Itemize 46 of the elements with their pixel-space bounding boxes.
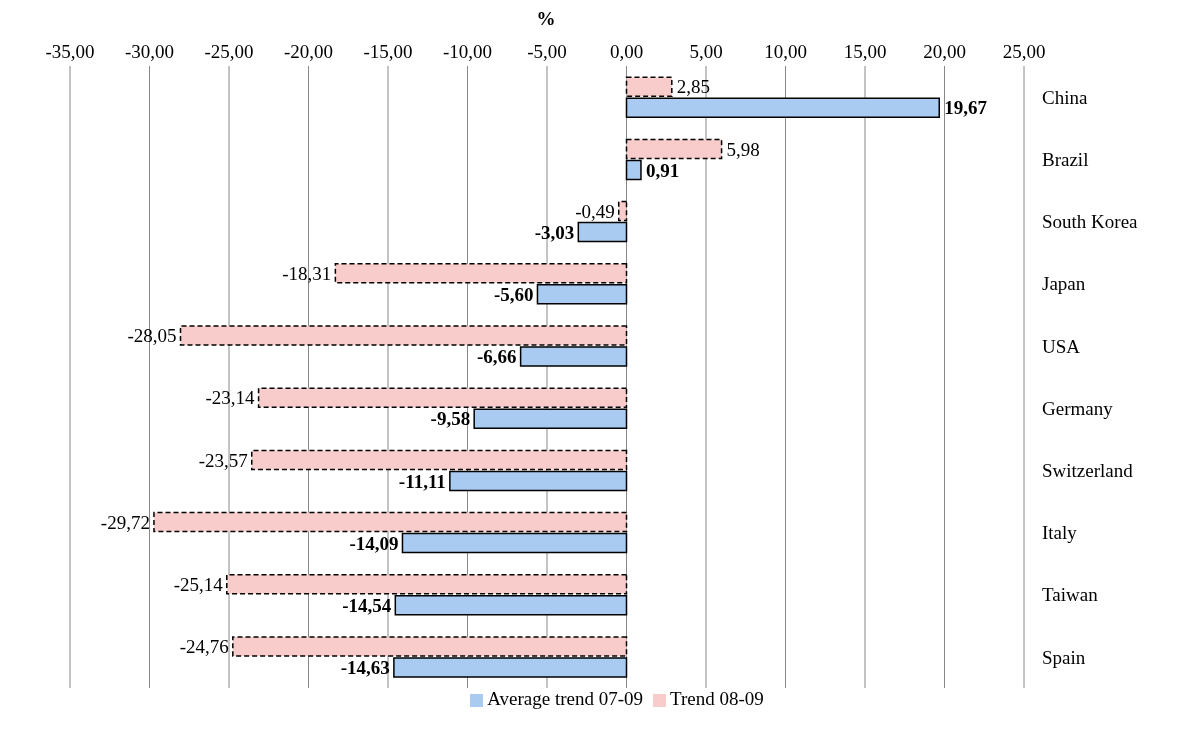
data-label: -14,09: [349, 532, 399, 554]
data-label: 0,91: [645, 159, 680, 181]
data-label: -3,03: [534, 221, 575, 243]
x-tick-label: -30,00: [124, 41, 175, 62]
y-tick-label: Switzerland: [1042, 460, 1134, 482]
x-tick-label: -5,00: [527, 41, 567, 62]
data-label: -0,49: [575, 200, 615, 222]
x-tick-label: 0,00: [609, 41, 644, 62]
data-label: -9,58: [430, 408, 471, 430]
data-label: -23,14: [205, 387, 256, 409]
y-tick-label: Germany: [1042, 397, 1114, 419]
y-tick-label: Spain: [1042, 646, 1086, 668]
data-label: -23,57: [198, 449, 248, 471]
x-tick-label: 5,00: [689, 41, 723, 62]
x-tick-label: 25,00: [1002, 41, 1046, 62]
y-tick-label: USA: [1042, 335, 1081, 357]
x-tick-label: -20,00: [283, 41, 334, 62]
data-label: -25,14: [173, 573, 224, 595]
y-tick-label: Italy: [1042, 522, 1078, 544]
y-tick-label: Japan: [1042, 273, 1086, 295]
y-tick-label: South Korea: [1042, 211, 1139, 233]
data-label: 2,85: [676, 76, 711, 98]
data-label: -29,72: [100, 511, 150, 533]
x-tick-label: -10,00: [442, 41, 493, 62]
data-label: -11,11: [398, 470, 446, 492]
x-tick-label: 15,00: [843, 41, 887, 62]
data-label: -6,66: [477, 346, 517, 368]
data-label: -14,63: [340, 657, 390, 679]
data-label: -24,76: [179, 636, 229, 658]
x-tick-label: 10,00: [764, 41, 807, 62]
legend-label: Trend 08-09: [670, 688, 764, 709]
y-tick-label: Taiwan: [1042, 584, 1099, 606]
y-tick-label: Brazil: [1042, 149, 1089, 171]
data-label: -18,31: [282, 262, 332, 284]
x-tick-label: 20,00: [923, 41, 966, 62]
y-tick-label: China: [1042, 86, 1088, 108]
x-tick-label: -35,00: [45, 41, 95, 62]
data-label: -14,54: [342, 594, 392, 616]
legend-label: Average trend 07-09: [487, 688, 644, 709]
x-tick-label: -25,00: [204, 41, 254, 62]
x-tick-label: -15,00: [363, 41, 413, 62]
x-axis-title: %: [535, 8, 557, 30]
data-label: 19,67: [944, 97, 988, 119]
data-label: -28,05: [127, 325, 177, 347]
data-label: -5,60: [493, 283, 534, 305]
data-label: 5,98: [726, 138, 760, 160]
